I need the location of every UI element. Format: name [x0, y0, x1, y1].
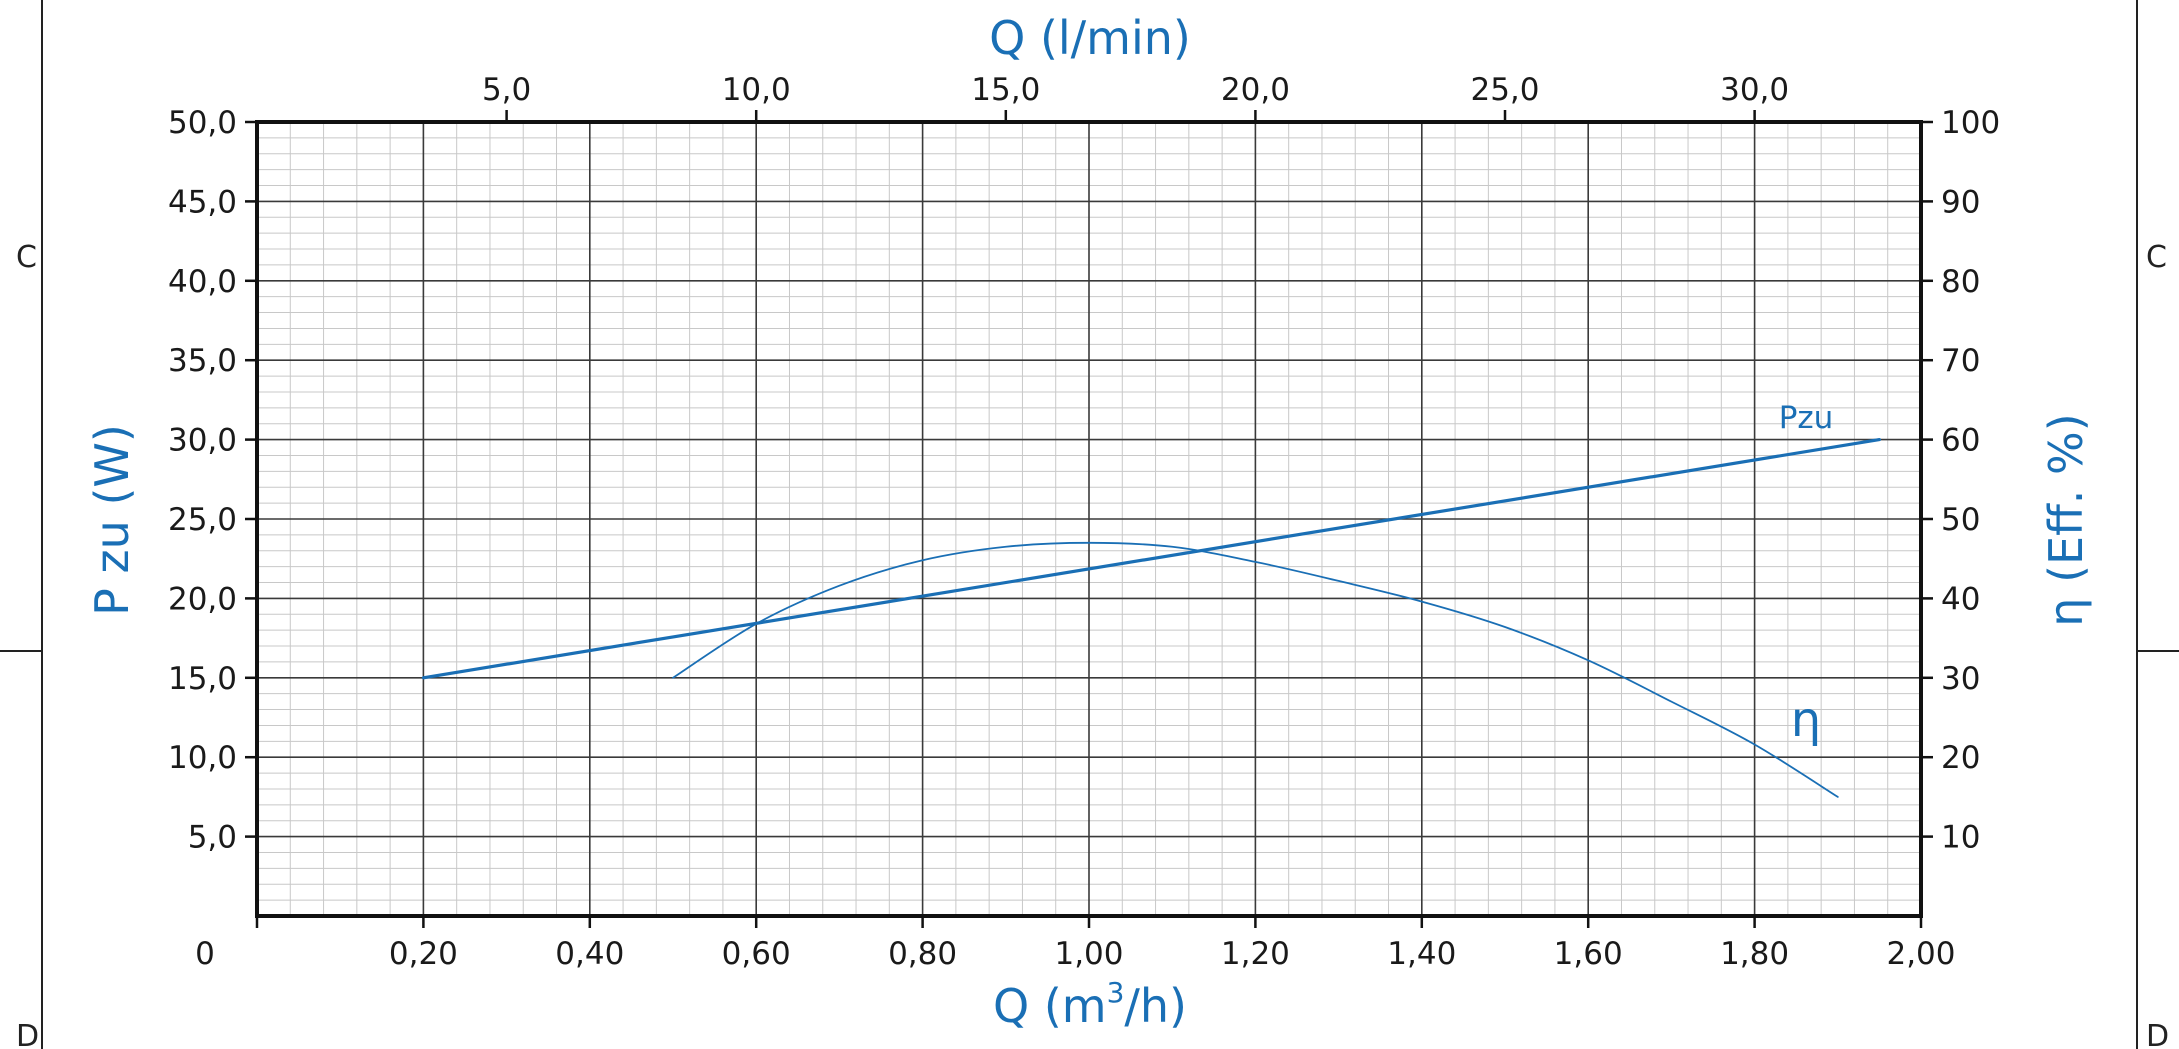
left-tick-label: 20,0 — [168, 581, 237, 617]
x-tick-label: 1,60 — [1554, 936, 1623, 972]
right-tick-label: 10 — [1941, 820, 1980, 856]
x-tick-label: 0,60 — [722, 936, 791, 972]
right-tick-label: 60 — [1941, 423, 1980, 459]
top-tick-label: 30,0 — [1720, 72, 1789, 108]
left-tick-label: 40,0 — [168, 264, 237, 300]
top-tick-label: 10,0 — [722, 72, 791, 108]
left-tick-label: 35,0 — [168, 343, 237, 379]
left-tick-label: 5,0 — [188, 820, 237, 856]
right-tick-label: 100 — [1941, 105, 2000, 141]
top-tick-label: 20,0 — [1221, 72, 1290, 108]
x-tick-label: 2,00 — [1886, 936, 1955, 972]
left-tick-label: 30,0 — [168, 423, 237, 459]
frame-mark-c-right: C — [2146, 240, 2167, 275]
left-tick-label: 25,0 — [168, 502, 237, 538]
bottom-axis-title: Q (m3/h) — [993, 976, 1187, 1033]
right-axis-title: η (Eff. %) — [2039, 413, 2093, 626]
top-tick-label: 15,0 — [971, 72, 1040, 108]
x-tick-label: 0,80 — [888, 936, 957, 972]
x-tick-label: 1,40 — [1387, 936, 1456, 972]
major-grid — [257, 122, 1921, 916]
right-tick-label: 20 — [1941, 740, 1980, 776]
frame-mark-c-left: C — [16, 240, 37, 275]
tick-labels: 0 0,20 0,40 0,60 0,80 1,00 1,20 1,40 1,60 1,80 2,0… — [168, 72, 2000, 972]
right-tick-label: 40 — [1941, 581, 1980, 617]
right-tick-label: 50 — [1941, 502, 1980, 538]
left-tick-label: 45,0 — [168, 184, 237, 220]
left-tick-label: 50,0 — [168, 105, 237, 141]
right-tick-label: 90 — [1941, 184, 1980, 220]
top-tick-label: 25,0 — [1470, 72, 1539, 108]
x-tick-label: 1,20 — [1221, 936, 1290, 972]
axis-ticks — [245, 110, 1933, 928]
right-tick-label: 30 — [1941, 661, 1980, 697]
efficiency-curve — [672, 541, 1839, 798]
series-label-eta: η — [1791, 692, 1821, 748]
series-label-pzu: Pzu — [1779, 400, 1834, 436]
x-tick-label: 0,20 — [389, 936, 458, 972]
frame-mark-d-right: D — [2146, 1019, 2169, 1049]
right-tick-label: 70 — [1941, 343, 1980, 379]
top-axis-title: Q (l/min) — [989, 11, 1191, 65]
series-layer — [421, 438, 1881, 798]
x-tick-label: 0 — [195, 936, 215, 972]
top-tick-label: 5,0 — [482, 72, 531, 108]
frame-mark-d-left: D — [16, 1019, 39, 1049]
left-tick-label: 15,0 — [168, 661, 237, 697]
left-axis-title: P zu (W) — [85, 424, 139, 616]
x-tick-label: 1,80 — [1720, 936, 1789, 972]
left-tick-label: 10,0 — [168, 740, 237, 776]
pzu-power-line — [421, 438, 1881, 680]
right-tick-label: 80 — [1941, 264, 1980, 300]
x-tick-label: 1,00 — [1054, 936, 1123, 972]
x-tick-label: 0,40 — [555, 936, 624, 972]
